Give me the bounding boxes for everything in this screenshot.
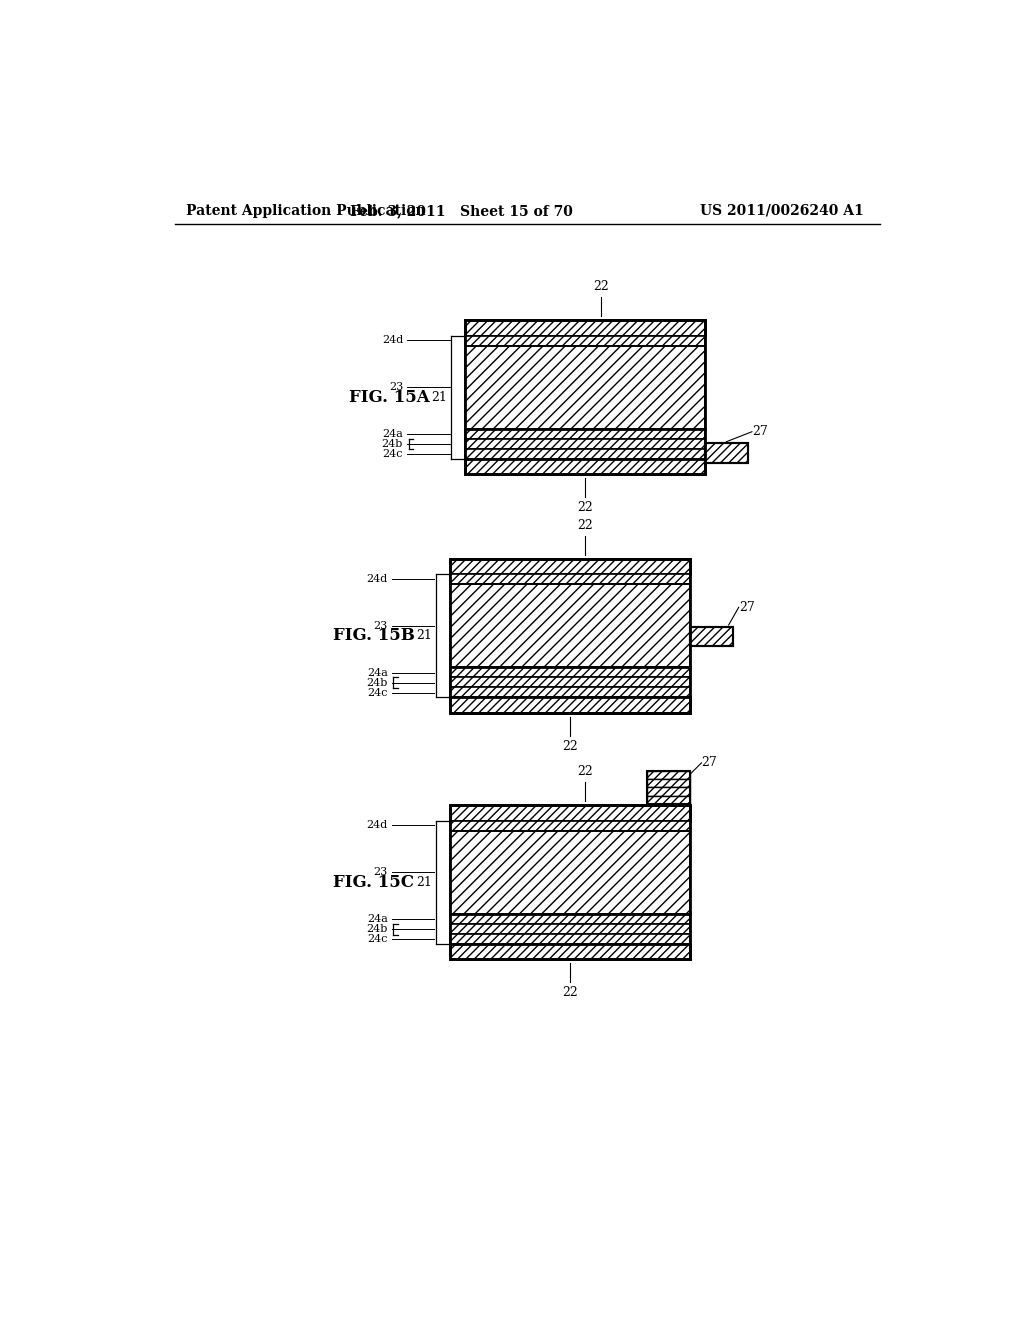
Bar [450, 688, 690, 697]
Text: 24d: 24d [367, 820, 388, 830]
Bar [450, 574, 690, 585]
Text: 24c: 24c [383, 449, 403, 459]
Text: 22: 22 [578, 519, 593, 532]
Bar [450, 944, 690, 960]
Bar [706, 444, 748, 462]
Bar [450, 830, 690, 913]
Text: 23: 23 [389, 381, 403, 392]
Text: FIG. 15A: FIG. 15A [349, 388, 430, 405]
Bar [647, 796, 690, 804]
Text: Feb. 3, 2011   Sheet 15 of 70: Feb. 3, 2011 Sheet 15 of 70 [350, 203, 572, 218]
Text: FIG. 15C: FIG. 15C [334, 874, 415, 891]
Text: Patent Application Publication: Patent Application Publication [186, 203, 426, 218]
Text: 27: 27 [752, 425, 768, 438]
Bar [465, 429, 706, 438]
Text: 24b: 24b [367, 924, 388, 935]
Text: 24b: 24b [382, 440, 403, 449]
Bar [450, 585, 690, 668]
Bar [450, 821, 690, 830]
Text: 22: 22 [578, 502, 593, 513]
Bar [465, 335, 706, 346]
Text: 22: 22 [562, 739, 578, 752]
Bar [465, 321, 706, 335]
Bar [450, 558, 690, 713]
Bar [450, 668, 690, 677]
Text: 24c: 24c [368, 935, 388, 944]
Text: 23: 23 [374, 620, 388, 631]
Bar [450, 558, 690, 574]
Text: 24b: 24b [367, 677, 388, 688]
Bar [647, 788, 690, 796]
Bar [647, 771, 690, 804]
Text: 24a: 24a [367, 915, 388, 924]
Bar [647, 779, 690, 788]
Text: US 2011/0026240 A1: US 2011/0026240 A1 [700, 203, 864, 218]
Text: FIG. 15B: FIG. 15B [334, 627, 416, 644]
Bar [450, 913, 690, 924]
Bar [450, 924, 690, 933]
Bar [450, 933, 690, 944]
Text: 24a: 24a [367, 668, 388, 677]
Bar [465, 346, 706, 429]
Text: 24d: 24d [382, 335, 403, 345]
Text: 24c: 24c [368, 688, 388, 698]
Text: 21: 21 [416, 875, 432, 888]
Text: 24d: 24d [367, 574, 388, 583]
Text: 21: 21 [416, 630, 432, 643]
Bar [690, 627, 732, 645]
Text: 27: 27 [701, 756, 717, 770]
Text: 22: 22 [578, 766, 593, 779]
Bar [450, 805, 690, 821]
Bar [450, 697, 690, 713]
Text: 23: 23 [374, 867, 388, 878]
Text: 27: 27 [738, 601, 755, 614]
Bar [465, 449, 706, 459]
Bar [450, 677, 690, 688]
Text: 22: 22 [562, 986, 578, 999]
Bar [647, 771, 690, 779]
Bar [706, 444, 748, 462]
Bar [690, 627, 732, 645]
Bar [465, 438, 706, 449]
Text: 22: 22 [593, 280, 608, 293]
Bar [465, 459, 706, 474]
Bar [450, 805, 690, 960]
Text: 21: 21 [431, 391, 447, 404]
Bar [465, 321, 706, 474]
Text: 24a: 24a [382, 429, 403, 440]
